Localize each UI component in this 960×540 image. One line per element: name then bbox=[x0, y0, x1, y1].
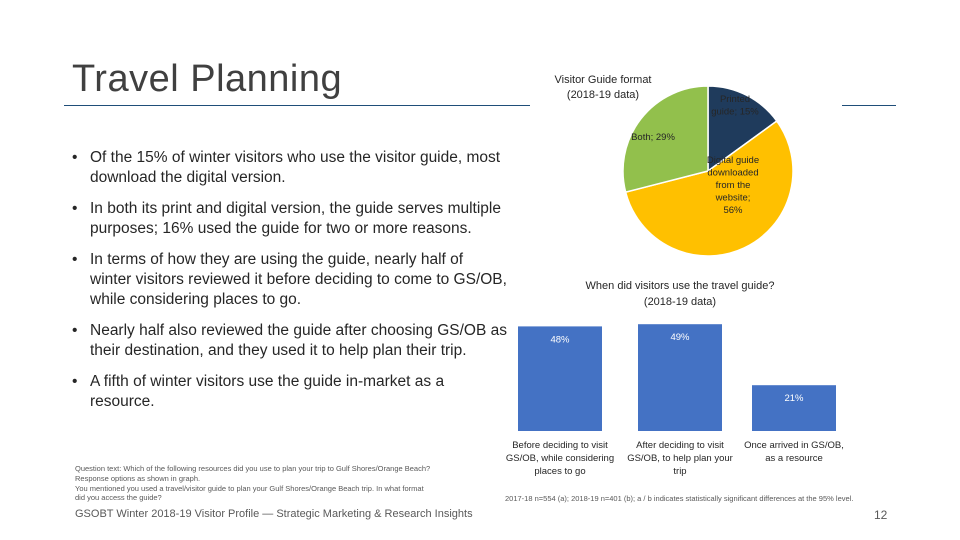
bullet-item: • In both its print and digital version, … bbox=[68, 199, 508, 239]
title-underline-left bbox=[64, 105, 530, 106]
bullet-item: • Nearly half also reviewed the guide aft… bbox=[68, 321, 508, 361]
bullet-text: In terms of how they are using the guide… bbox=[90, 251, 507, 308]
pie-slices bbox=[622, 85, 794, 257]
bullet-text: Of the 15% of winter visitors who use th… bbox=[90, 149, 501, 186]
bar-data-label: 49% bbox=[670, 332, 690, 343]
pie-slice-printed bbox=[707, 85, 778, 173]
bar-subtitle: (2018-19 data) bbox=[644, 296, 716, 308]
bar bbox=[638, 324, 722, 431]
bullet-dot: • bbox=[72, 149, 78, 166]
footer-sample-note: 2017-18 n=554 (a); 2018-19 n=401 (b); a … bbox=[505, 494, 854, 503]
bar-data-label: 48% bbox=[550, 334, 570, 345]
visitor-guide-format-pie-chart: Visitor Guide format (2018-19 data) Prin… bbox=[554, 74, 794, 257]
footnote-line: Response options as shown in graph. bbox=[75, 473, 201, 483]
bullet-item: • Of the 15% of winter visitors who use t… bbox=[68, 148, 508, 188]
pie-slice-digital bbox=[624, 119, 794, 257]
bullet-item: • In terms of how they are using the guid… bbox=[68, 250, 508, 310]
pie-labels: Printed guide; 15% Digital guide downloaded… bbox=[631, 94, 759, 216]
bullet-text: Nearly half also reviewed the guide afte… bbox=[90, 322, 508, 359]
pie-subtitle: (2018-19 data) bbox=[567, 89, 639, 101]
footnote-line: Question text: Which of the following re… bbox=[75, 464, 431, 473]
bullet-text: In both its print and digital version, t… bbox=[90, 200, 501, 237]
guide-usage-timing-bar-chart: When did visitors use the travel guide? … bbox=[506, 280, 844, 477]
pie-slice-label: Both; 29% bbox=[631, 132, 675, 143]
page-number: 12 bbox=[874, 508, 888, 522]
bar-category-label: Once arrived in GS/OB, as a resource bbox=[744, 440, 844, 464]
bullet-dot: • bbox=[72, 373, 78, 390]
footnote-line: did you access the guide? bbox=[75, 493, 162, 503]
pie-title: Visitor Guide format bbox=[554, 74, 651, 86]
bar bbox=[752, 385, 836, 431]
title-underline-right bbox=[842, 105, 896, 106]
bullet-dot: • bbox=[72, 200, 78, 217]
footer-source: GSOBT Winter 2018-19 Visitor Profile — S… bbox=[75, 508, 473, 520]
bar-category-label: Before deciding to visit GS/OB, while con… bbox=[506, 440, 614, 477]
bar-title: When did visitors use the travel guide? bbox=[586, 280, 775, 292]
bullet-item: • A fifth of winter visitors use the guid… bbox=[68, 372, 508, 412]
pie-slice-label: Printed guide; 15% bbox=[711, 94, 759, 118]
footnote-line: You mentioned you used a travel/visitor … bbox=[75, 483, 424, 493]
bar bbox=[518, 326, 602, 431]
bullet-dot: • bbox=[72, 322, 78, 339]
pie-slice-both bbox=[622, 85, 709, 194]
bar-category-labels: Before deciding to visit GS/OB, while con… bbox=[506, 440, 844, 477]
bar-marks bbox=[518, 324, 836, 431]
bar-category-label: After deciding to visit GS/OB, to help pl… bbox=[627, 440, 733, 477]
bar-data-labels: 48% 49% 21% bbox=[550, 332, 804, 404]
bullet-text: A fifth of winter visitors use the guide… bbox=[90, 373, 445, 410]
bullet-list: • Of the 15% of winter visitors who use t… bbox=[68, 148, 508, 423]
bullet-dot: • bbox=[72, 251, 78, 268]
question-footnote: Question text: Which of the following re… bbox=[75, 464, 495, 503]
page-title: Travel Planning bbox=[72, 58, 343, 100]
pie-slice-label: Digital guide downloaded from the website; 5… bbox=[707, 155, 759, 216]
bar-data-label: 21% bbox=[784, 393, 804, 404]
